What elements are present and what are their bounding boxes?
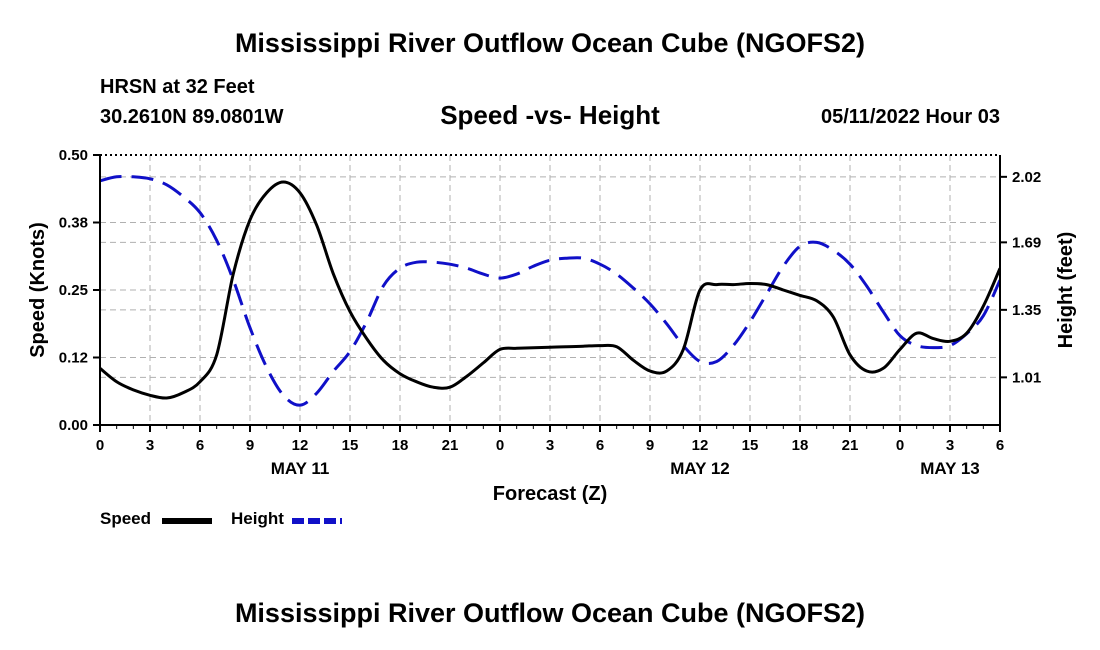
date-label: MAY 11: [271, 459, 330, 478]
x-tick-label: 21: [842, 437, 859, 454]
x-tick-label: 15: [742, 437, 759, 454]
chart-subtitle: Speed -vs- Height: [440, 100, 660, 130]
legend-speed-swatch: [162, 518, 212, 524]
legend-speed-label: Speed: [100, 509, 152, 528]
y2-tick-label: 1.69: [1012, 234, 1041, 251]
series-line-speed: [100, 180, 1000, 400]
tick-labels: 0 3 6 9 12 15 18 21 0 3 6 9 12 15 18 21 0 3 6 MAY 11 MAY 12 M…: [59, 147, 1041, 478]
y2-tick-label: 1.35: [1012, 302, 1041, 319]
x-axis-label: Forecast (Z): [493, 483, 607, 505]
y2-axis-label: Height (feet): [1055, 232, 1077, 349]
x-tick-label: 3: [146, 437, 154, 454]
legend-height-swatch: [292, 518, 342, 524]
legend-height-label: Height: [231, 509, 284, 528]
datetime-label: 05/11/2022 Hour 03: [820, 106, 1000, 128]
y-tick-label: 0.38: [59, 215, 88, 232]
x-tick-label: 12: [692, 437, 709, 454]
x-tick-label: 18: [392, 437, 409, 454]
main-title: Mississippi River Outflow Ocean Cube (NG…: [234, 28, 866, 58]
x-tick-label: 3: [946, 437, 954, 454]
x-tick-label: 0: [96, 437, 104, 454]
date-label: MAY 12: [670, 459, 730, 478]
series-group: [100, 174, 1000, 407]
y-axis-label: Speed (Knots): [27, 222, 49, 358]
x-tick-label: 6: [196, 437, 204, 454]
x-tick-label: 9: [646, 437, 654, 454]
y-tick-label: 0.00: [59, 417, 88, 434]
x-tick-label: 0: [496, 437, 504, 454]
y2-tick-label: 1.01: [1012, 369, 1041, 386]
x-tick-label: 3: [546, 437, 554, 454]
x-tick-label: 18: [792, 437, 809, 454]
grid: [100, 155, 1000, 425]
y2-tick-label: 2.02: [1012, 169, 1041, 186]
y-tick-label: 0.12: [59, 350, 88, 367]
x-tick-label: 9: [246, 437, 254, 454]
footer-title: Mississippi River Outflow Ocean Cube (NG…: [234, 598, 866, 628]
x-tick-label: 12: [292, 437, 309, 454]
x-tick-label: 6: [596, 437, 604, 454]
x-tick-label: 6: [996, 437, 1004, 454]
y-tick-label: 0.50: [59, 147, 88, 164]
series-line-height: [100, 174, 1000, 407]
x-tick-label: 15: [342, 437, 359, 454]
coordinates-label: 30.2610N 89.0801W: [100, 106, 284, 128]
x-tick-label: 0: [896, 437, 904, 454]
axes: [93, 154, 1007, 432]
date-label: MAY 13: [920, 459, 980, 478]
x-tick-label: 21: [442, 437, 459, 454]
station-label: HRSN at 32 Feet: [100, 76, 255, 98]
y-tick-label: 0.25: [59, 282, 88, 299]
